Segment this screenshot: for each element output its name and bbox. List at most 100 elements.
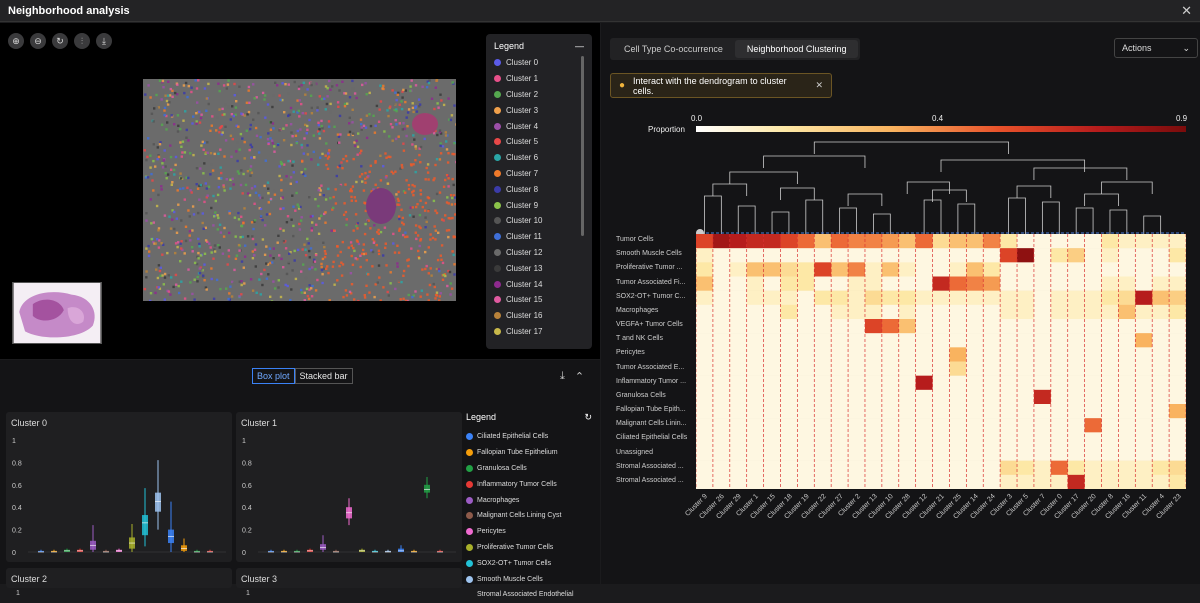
- heatmap-cell[interactable]: [882, 234, 899, 248]
- heatmap-cell[interactable]: [1135, 376, 1152, 390]
- heatmap-cell[interactable]: [916, 333, 933, 347]
- heatmap-cell[interactable]: [1034, 432, 1051, 446]
- heatmap-cell[interactable]: [1051, 418, 1068, 432]
- dendrogram-branch[interactable]: [730, 172, 798, 184]
- download-icon[interactable]: ⤓: [560, 370, 565, 383]
- heatmap-cell[interactable]: [916, 291, 933, 305]
- box-mark[interactable]: [64, 549, 70, 552]
- heatmap-cell[interactable]: [764, 234, 781, 248]
- heatmap-cell[interactable]: [916, 248, 933, 262]
- heatmap-cell[interactable]: [949, 305, 966, 319]
- heatmap-cell[interactable]: [949, 475, 966, 489]
- heatmap-cell[interactable]: [1152, 362, 1169, 376]
- dendrogram-branch[interactable]: [1102, 182, 1153, 194]
- heatmap-cell[interactable]: [747, 432, 764, 446]
- heatmap-cell[interactable]: [899, 362, 916, 376]
- heatmap-cell[interactable]: [831, 291, 848, 305]
- heatmap-cell[interactable]: [916, 362, 933, 376]
- dendrogram-branch[interactable]: [806, 200, 823, 234]
- heatmap-cell[interactable]: [1102, 404, 1119, 418]
- heatmap-cell[interactable]: [1051, 362, 1068, 376]
- box-mark[interactable]: [320, 535, 326, 552]
- box-mark[interactable]: [424, 477, 430, 498]
- heatmap-cell[interactable]: [1000, 390, 1017, 404]
- heatmap-cell[interactable]: [949, 291, 966, 305]
- heatmap-cell[interactable]: [1000, 277, 1017, 291]
- heatmap-cell[interactable]: [1152, 277, 1169, 291]
- heatmap-cell[interactable]: [1169, 390, 1186, 404]
- heatmap-cell[interactable]: [848, 475, 865, 489]
- heatmap-cell[interactable]: [916, 432, 933, 446]
- heatmap-cell[interactable]: [797, 262, 814, 276]
- heatmap-cell[interactable]: [1034, 418, 1051, 432]
- heatmap-cell[interactable]: [1152, 333, 1169, 347]
- heatmap-cell[interactable]: [713, 319, 730, 333]
- heatmap-cell[interactable]: [899, 475, 916, 489]
- heatmap-cell[interactable]: [1068, 305, 1085, 319]
- heatmap-cell[interactable]: [1152, 390, 1169, 404]
- heatmap-cell[interactable]: [1169, 432, 1186, 446]
- heatmap-cell[interactable]: [983, 305, 1000, 319]
- heatmap-cell[interactable]: [696, 262, 713, 276]
- heatmap-cell[interactable]: [1152, 475, 1169, 489]
- heatmap-cell[interactable]: [1068, 319, 1085, 333]
- heatmap-cell[interactable]: [899, 234, 916, 248]
- heatmap-cell[interactable]: [916, 461, 933, 475]
- heatmap-cell[interactable]: [747, 291, 764, 305]
- heatmap-cell[interactable]: [1017, 390, 1034, 404]
- heatmap-cell[interactable]: [1000, 461, 1017, 475]
- heatmap-cell[interactable]: [831, 376, 848, 390]
- heatmap-cell[interactable]: [797, 475, 814, 489]
- heatmap-cell[interactable]: [1051, 447, 1068, 461]
- legend-item-cell-type[interactable]: Smooth Muscle Cells: [466, 571, 592, 587]
- heatmap-cell[interactable]: [1017, 418, 1034, 432]
- heatmap-cell[interactable]: [1118, 461, 1135, 475]
- heatmap-cell[interactable]: [1152, 305, 1169, 319]
- reset-icon[interactable]: ↻: [52, 33, 68, 49]
- heatmap-cell[interactable]: [1034, 362, 1051, 376]
- dendrogram-branch[interactable]: [840, 208, 857, 234]
- heatmap-cell[interactable]: [1051, 234, 1068, 248]
- heatmap-cell[interactable]: [1017, 277, 1034, 291]
- legend-item-cluster-16[interactable]: Cluster 16: [494, 308, 584, 324]
- heatmap-cell[interactable]: [916, 376, 933, 390]
- heatmap-cell[interactable]: [1085, 347, 1102, 361]
- heatmap-cell[interactable]: [1068, 432, 1085, 446]
- heatmap-cell[interactable]: [831, 432, 848, 446]
- heatmap-cell[interactable]: [899, 347, 916, 361]
- heatmap-cell[interactable]: [882, 362, 899, 376]
- heatmap-cell[interactable]: [848, 347, 865, 361]
- heatmap-cell[interactable]: [966, 262, 983, 276]
- box-mark[interactable]: [437, 550, 443, 552]
- heatmap-cell[interactable]: [882, 305, 899, 319]
- heatmap-cell[interactable]: [1169, 475, 1186, 489]
- legend-item-cluster-10[interactable]: Cluster 10: [494, 213, 584, 229]
- legend-item-cell-type[interactable]: Macrophages: [466, 492, 592, 508]
- heatmap-cell[interactable]: [1000, 475, 1017, 489]
- heatmap-cell[interactable]: [1135, 475, 1152, 489]
- box-mark[interactable]: [116, 549, 122, 552]
- heatmap-cell[interactable]: [730, 234, 747, 248]
- heatmap-cell[interactable]: [899, 277, 916, 291]
- heatmap-cell[interactable]: [696, 404, 713, 418]
- heatmap-cell[interactable]: [696, 291, 713, 305]
- legend-item-cluster-4[interactable]: Cluster 4: [494, 118, 584, 134]
- heatmap-cell[interactable]: [1135, 347, 1152, 361]
- heatmap-cell[interactable]: [1068, 461, 1085, 475]
- heatmap-cell[interactable]: [949, 347, 966, 361]
- heatmap-cell[interactable]: [747, 277, 764, 291]
- legend-item-cell-type[interactable]: Malignant Cells Lining Cyst: [466, 508, 592, 524]
- heatmap-cell[interactable]: [797, 248, 814, 262]
- heatmap-cell[interactable]: [1118, 376, 1135, 390]
- heatmap-cell[interactable]: [1102, 333, 1119, 347]
- heatmap-cell[interactable]: [916, 404, 933, 418]
- heatmap-cell[interactable]: [747, 234, 764, 248]
- heatmap-cell[interactable]: [865, 376, 882, 390]
- heatmap-cell[interactable]: [865, 447, 882, 461]
- download-icon[interactable]: ⤓: [96, 33, 112, 49]
- collapse-icon[interactable]: —: [575, 41, 584, 51]
- heatmap-cell[interactable]: [1017, 475, 1034, 489]
- legend-item-cell-type[interactable]: Fallopian Tube Epithelium: [466, 445, 592, 461]
- heatmap-cell[interactable]: [747, 347, 764, 361]
